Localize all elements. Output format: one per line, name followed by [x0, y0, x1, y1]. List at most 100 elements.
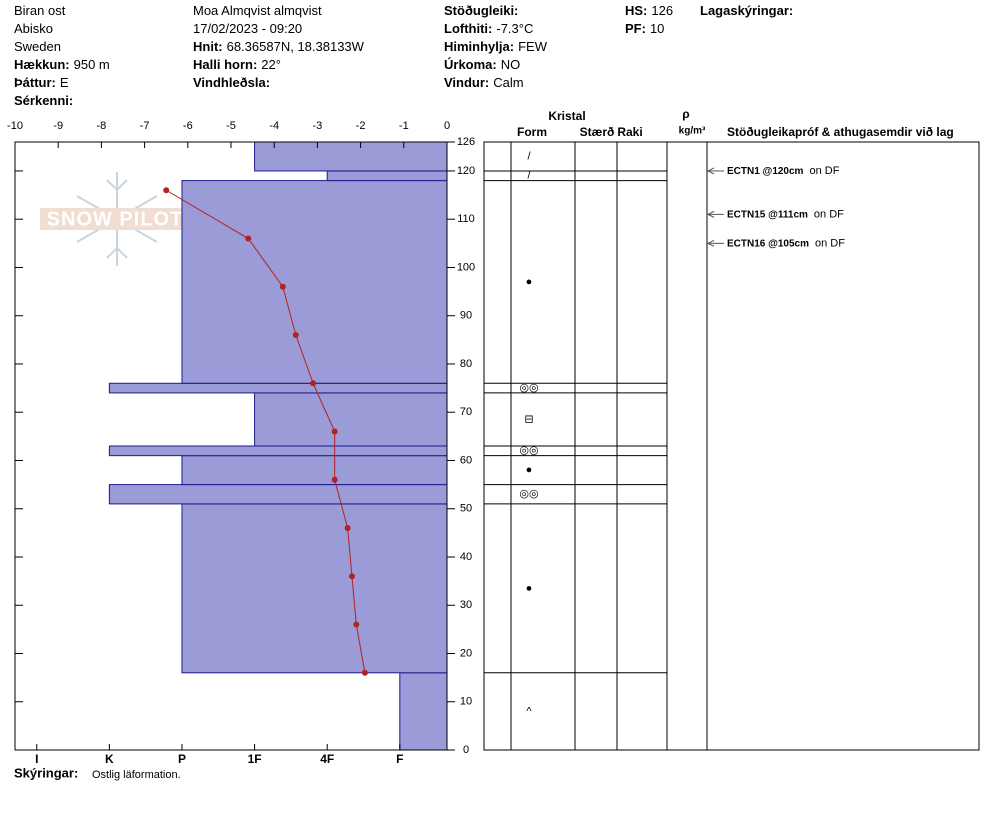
field-value: E: [60, 75, 69, 90]
field-value: Sweden: [14, 39, 61, 54]
height-tick-label: 120: [457, 165, 475, 177]
test-label: ECTN16 @105cm on DF: [727, 237, 845, 249]
field-value: 22°: [261, 57, 281, 72]
col-header: kg/m³: [679, 126, 706, 137]
col-header: Form: [517, 125, 547, 139]
grain-form: ◎◎: [519, 382, 538, 394]
temperature-point: [245, 235, 252, 242]
test-note: on DF: [809, 165, 839, 177]
grain-form: /: [527, 150, 531, 162]
hardness-bar: [108, 382, 448, 394]
hardness-bar: [181, 503, 448, 674]
grain-form: ⊟: [524, 413, 533, 425]
hardness-bar: [181, 455, 448, 486]
field-label: Stöðugleiki:: [444, 3, 518, 18]
grain-form: ●: [526, 464, 533, 476]
temp-tick-label: -9: [53, 120, 63, 132]
test-note: on DF: [814, 208, 844, 220]
hardness-bar: [399, 672, 448, 751]
field-label: Þáttur:: [14, 75, 56, 90]
notes-text: Ostlig läformation.: [92, 769, 181, 781]
header-field: Sérkenni:: [14, 93, 73, 108]
temperature-point: [361, 669, 368, 676]
header-field: Sweden: [14, 39, 61, 54]
temperature-point: [344, 525, 351, 532]
temperature-point: [348, 573, 355, 580]
header-field: Halli horn: 22°: [193, 57, 281, 72]
field-value: Abisko: [14, 21, 53, 36]
field-label: HS:: [625, 3, 647, 18]
temperature-point: [331, 476, 338, 483]
field-label: PF:: [625, 21, 646, 36]
field-value: Moa Almqvist almqvist: [193, 3, 322, 18]
test-arrowhead: [706, 210, 715, 218]
height-tick-label: 30: [460, 599, 472, 611]
height-tick-label: 0: [463, 744, 469, 756]
field-label: Hnit:: [193, 39, 223, 54]
height-tick-label: 60: [460, 454, 472, 466]
temp-tick-label: -5: [226, 120, 236, 132]
header-field: Biran ost: [14, 3, 66, 18]
field-label: Halli horn:: [193, 57, 257, 72]
header-field: Himinhylja: FEW: [444, 39, 548, 54]
hardness-bar: [326, 170, 448, 182]
height-tick-label: 10: [460, 696, 472, 708]
field-label: Vindhleðsla:: [193, 75, 270, 90]
temp-tick-label: -2: [356, 120, 366, 132]
field-value: FEW: [518, 39, 548, 54]
header-field: Lofthiti: -7.3°C: [444, 21, 533, 36]
snowflake: [76, 172, 158, 266]
height-tick-label: 40: [460, 551, 472, 563]
temp-tick-label: -4: [269, 120, 279, 132]
col-header: Kristal: [548, 109, 585, 123]
temp-tick-label: -1: [399, 120, 409, 132]
test-arrowhead: [706, 239, 715, 247]
field-value: 17/02/2023 - 09:20: [193, 21, 302, 36]
hardness-tick-label: K: [105, 752, 114, 766]
header-field: Stöðugleiki:: [444, 3, 518, 18]
test-arrowhead: [706, 167, 715, 175]
field-value: Biran ost: [14, 3, 66, 18]
field-value: 126: [651, 3, 673, 18]
hardness-tick-label: 1F: [248, 752, 262, 766]
field-label: Lofthiti:: [444, 21, 492, 36]
field-value: -7.3°C: [496, 21, 533, 36]
field-value: 10: [650, 21, 664, 36]
header-field: Hækkun: 950 m: [14, 57, 110, 72]
height-tick-label: 70: [460, 406, 472, 418]
height-tick-label: 80: [460, 358, 472, 370]
test-name: ECTN15 @111cm: [727, 209, 808, 220]
field-value: 950 m: [74, 57, 110, 72]
hardness-tick-label: P: [178, 752, 186, 766]
header-field: PF: 10: [625, 21, 664, 36]
header-field: Vindur: Calm: [444, 75, 524, 90]
field-label: Sérkenni:: [14, 93, 73, 108]
grain-form: ●: [526, 582, 533, 594]
test-note: on DF: [815, 237, 845, 249]
height-tick-label: 100: [457, 261, 475, 273]
col-header: Stærð: [580, 125, 615, 139]
hardness-bar: [254, 141, 448, 172]
field-label: Hækkun:: [14, 57, 70, 72]
header-field: 17/02/2023 - 09:20: [193, 21, 302, 36]
temperature-point: [163, 187, 170, 194]
test-name: ECTN16 @105cm: [727, 238, 809, 249]
height-tick-label: 90: [460, 310, 472, 322]
temperature-point: [353, 621, 360, 628]
field-value: Calm: [493, 75, 523, 90]
temperature-point: [279, 283, 286, 290]
temperature-point: [331, 428, 338, 435]
temp-tick-label: -3: [313, 120, 323, 132]
temp-tick-label: -7: [140, 120, 150, 132]
header-field: Lagaskýringar:: [700, 3, 793, 18]
test-label: ECTN1 @120cm on DF: [727, 165, 840, 177]
header-field: Þáttur: E: [14, 75, 69, 90]
hardness-tick-label: 4F: [320, 752, 334, 766]
height-tick-label: 126: [457, 136, 475, 148]
field-value: NO: [501, 57, 521, 72]
hardness-bar: [254, 392, 448, 447]
temp-tick-label: -10: [7, 120, 23, 132]
test-label: ECTN15 @111cm on DF: [727, 208, 844, 220]
watermark: SNOW PILOT: [40, 172, 190, 266]
